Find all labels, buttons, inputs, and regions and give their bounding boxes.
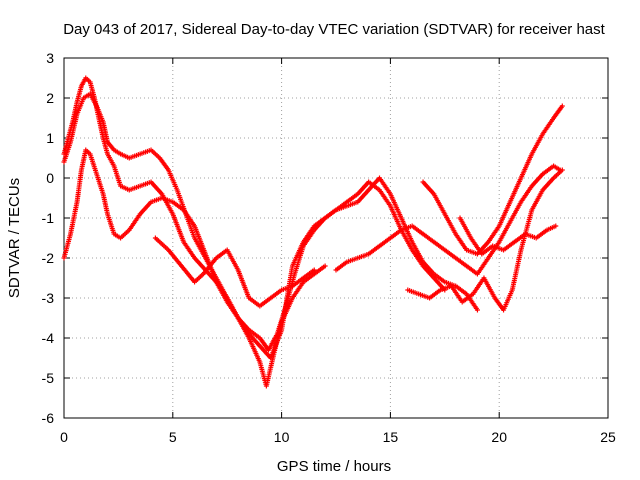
series-3 bbox=[152, 235, 317, 309]
series-6 bbox=[405, 167, 565, 313]
data-point bbox=[559, 167, 565, 173]
x-tick-label: 0 bbox=[60, 429, 68, 445]
y-tick-label: -5 bbox=[42, 370, 55, 386]
y-tick-label: -2 bbox=[42, 250, 55, 266]
data-point bbox=[322, 263, 328, 269]
y-tick-label: 3 bbox=[46, 50, 54, 66]
axis-ticks: 0 5 10 15 20 25 -6 -5 -4 -3 -2 -1 0 1 2 3 bbox=[42, 50, 616, 445]
x-tick-label: 10 bbox=[274, 429, 290, 445]
y-tick-label: -4 bbox=[42, 330, 55, 346]
data-point bbox=[474, 307, 480, 313]
chart-title: Day 043 of 2017, Sidereal Day-to-day VTE… bbox=[63, 21, 605, 38]
series-1 bbox=[61, 91, 448, 361]
data-point bbox=[553, 223, 559, 229]
x-tick-label: 5 bbox=[169, 429, 177, 445]
y-tick-label: 0 bbox=[46, 170, 54, 186]
data-point bbox=[311, 267, 317, 273]
plot-frame bbox=[63, 57, 609, 419]
series-7 bbox=[457, 215, 559, 257]
data-point bbox=[559, 103, 565, 109]
y-axis-label: SDTVAR / TECUs bbox=[6, 178, 23, 298]
y-tick-label: -1 bbox=[42, 210, 55, 226]
data-points bbox=[61, 75, 565, 389]
y-tick-label: -3 bbox=[42, 290, 55, 306]
x-tick-label: 25 bbox=[600, 429, 616, 445]
x-tick-label: 15 bbox=[383, 429, 399, 445]
y-tick-label: 2 bbox=[46, 90, 54, 106]
x-axis-label: GPS time / hours bbox=[277, 458, 391, 475]
grid-lines bbox=[64, 58, 608, 418]
y-tick-label: 1 bbox=[46, 130, 54, 146]
y-tick-label: -6 bbox=[42, 410, 55, 426]
x-tick-label: 20 bbox=[491, 429, 507, 445]
series-4 bbox=[333, 163, 563, 277]
